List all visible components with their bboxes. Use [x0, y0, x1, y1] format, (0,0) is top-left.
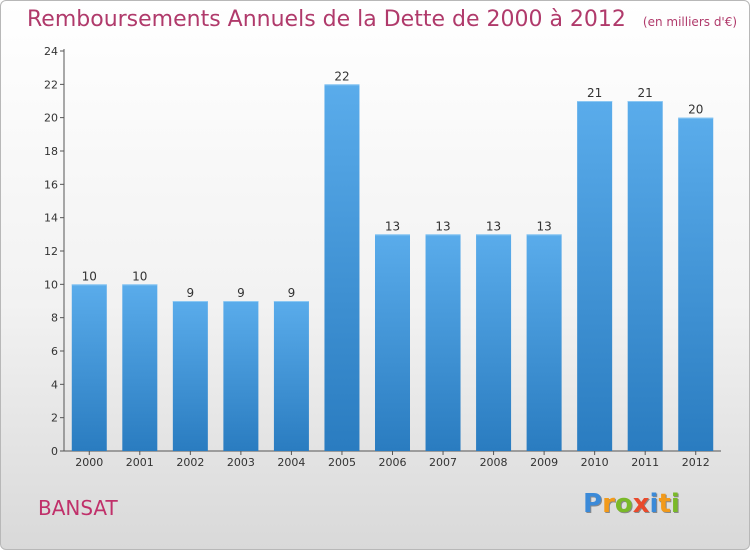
data-label: 10 — [82, 269, 97, 283]
y-tick-label: 8 — [51, 312, 58, 325]
data-label: 9 — [237, 286, 245, 300]
logo-letter: P — [583, 489, 603, 519]
data-label: 9 — [187, 286, 195, 300]
data-label: 13 — [385, 219, 400, 233]
y-tick-label: 10 — [44, 278, 58, 291]
bar — [526, 234, 562, 451]
title-text: Remboursements Annuels de la Dette de 20… — [27, 7, 626, 32]
x-tick-label: 2006 — [379, 456, 407, 469]
x-tick-label: 2001 — [126, 456, 154, 469]
x-tick-label: 2012 — [682, 456, 710, 469]
data-label: 21 — [587, 86, 602, 100]
bar — [324, 84, 360, 451]
y-tick-label: 6 — [51, 345, 58, 358]
y-tick-label: 14 — [44, 212, 58, 225]
bar — [577, 101, 613, 451]
bar — [627, 101, 663, 451]
bar — [678, 117, 714, 452]
x-tick-label: 2003 — [227, 456, 255, 469]
bar — [375, 234, 410, 451]
x-tick-label: 2010 — [581, 456, 609, 469]
x-tick-label: 2008 — [480, 456, 508, 469]
logo-letter: r — [602, 489, 615, 519]
data-label: 10 — [132, 269, 147, 283]
chart-title: Remboursements Annuels de la Dette de 20… — [27, 7, 737, 32]
x-tick-label: 2002 — [176, 456, 204, 469]
logo-letter: t — [658, 489, 671, 519]
bars: 10 10 9 9 9 22 13 13 13 13 21 21 20 — [71, 69, 714, 452]
data-label: 9 — [288, 286, 296, 300]
data-label: 13 — [536, 219, 551, 233]
bar — [122, 284, 158, 451]
y-tick-label: 4 — [51, 378, 58, 391]
data-label: 21 — [638, 86, 653, 100]
bar — [71, 284, 107, 451]
x-tick-label: 2007 — [429, 456, 457, 469]
proxiti-logo[interactable]: Proxiti — [583, 489, 680, 519]
bar — [223, 301, 259, 451]
city-name: BANSAT — [38, 496, 118, 520]
x-tick-label: 2009 — [530, 456, 558, 469]
bar — [476, 234, 512, 451]
logo-letter: i — [670, 489, 680, 519]
y-tick-label: 22 — [44, 78, 58, 91]
x-tick-label: 2005 — [328, 456, 356, 469]
bar — [273, 301, 309, 451]
title-unit: (en milliers d'€) — [642, 15, 738, 29]
x-tick-label: 2000 — [75, 456, 103, 469]
data-label: 13 — [486, 219, 501, 233]
logo-letter: x — [632, 489, 650, 519]
y-tick-label: 16 — [44, 178, 58, 191]
data-label: 13 — [435, 219, 450, 233]
x-tick-label: 2004 — [277, 456, 305, 469]
logo-letter: o — [614, 489, 633, 519]
y-tick-label: 2 — [51, 412, 58, 425]
y-tick-label: 0 — [51, 445, 58, 458]
y-tick-label: 24 — [44, 45, 58, 58]
y-tick-label: 20 — [44, 112, 58, 125]
x-tick-label: 2011 — [631, 456, 659, 469]
data-label: 20 — [688, 103, 703, 117]
bar — [425, 234, 461, 451]
data-label: 22 — [334, 69, 349, 83]
y-tick-label: 18 — [44, 145, 58, 158]
y-tick-label: 12 — [44, 245, 58, 258]
logo-letter: i — [649, 489, 659, 519]
bar — [172, 301, 208, 451]
